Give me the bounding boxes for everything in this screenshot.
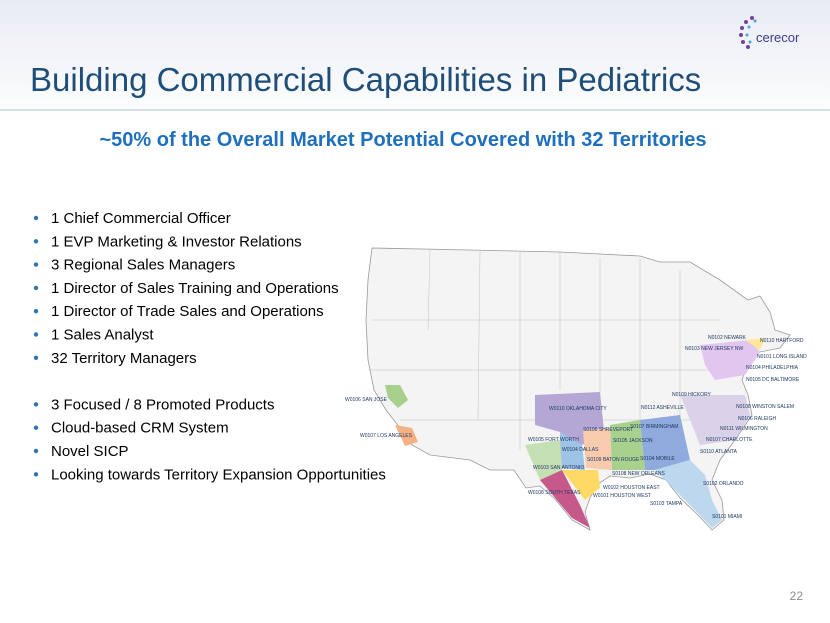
territory-label: N0106 RALEIGH (738, 416, 776, 422)
bullet-text: 1 EVP Marketing & Investor Relations (51, 233, 302, 250)
bullet-dot (33, 402, 39, 407)
bullet-dot (33, 355, 39, 360)
bullet-dot (33, 285, 39, 291)
territory-label: N0109 HICKORY (672, 392, 711, 398)
territory-label: S0110 ATLANTA (700, 449, 738, 455)
bullet-dot (33, 448, 39, 454)
bullet-dot (33, 239, 39, 244)
bullet-text: 1 Director of Sales Training and Operati… (51, 280, 339, 297)
territory-label: N0108 WINSTON SALEM (736, 404, 794, 410)
territory-label: S0107 BIRMINGHAM (630, 424, 678, 430)
territory-label: N0105 DC BALTIMORE (746, 377, 800, 383)
bullet-text: 3 Regional Sales Managers (51, 257, 235, 274)
bullet-text: 3 Focused / 8 Promoted Products (51, 396, 274, 413)
territory-label: N0103 NEW JERSEY NW (685, 346, 744, 352)
bullet-text: Looking towards Territory Expansion Oppo… (51, 466, 386, 483)
territory-label: S0104 MOBILE (640, 456, 675, 462)
subtitle: ~50% of the Overall Market Potential Cov… (99, 129, 706, 151)
territory-label: W0107 LOS ANGELES (360, 433, 413, 439)
territory-label: W0103 SAN ANTONIO (533, 465, 584, 471)
territory-label: W0102 HOUSTON EAST (603, 485, 660, 491)
bullet-dot (33, 309, 39, 314)
territory-label: N0111 WILMINGTON (720, 426, 768, 432)
bullet-text: Cloud-based CRM System (51, 420, 229, 437)
territory-label: N0104 PHILADELPHIA (746, 365, 799, 371)
bullet-text: 1 Sales Analyst (51, 327, 154, 344)
page-number: 22 (790, 589, 804, 603)
bullet-dot (33, 425, 39, 430)
territory-label: S0103 TAMPA (650, 501, 683, 507)
territory-label: N0107 CHARLOTTE (706, 437, 753, 443)
bullet-dot (33, 472, 39, 477)
bullet-dot (33, 332, 39, 337)
territory-label: N0101 LONG ISLAND (757, 354, 807, 360)
territory-label: N0112 ASHEVILLE (641, 405, 684, 411)
bullet-text: 1 Chief Commercial Officer (51, 210, 231, 227)
territory-label: W0106 SAN JOSE (345, 397, 388, 403)
territory-label: S0105 JACKSON (613, 438, 653, 444)
territory-label: S0106 SHREVEPORT (583, 427, 633, 433)
territory-label: W0104 DALLAS (562, 447, 599, 453)
territory-label: W0110 OKLAHOMA CITY (549, 406, 607, 412)
territory-labels: W0106 SAN JOSE W0107 LOS ANGELES N0102 N… (345, 335, 807, 520)
bullet-list: 1 Chief Commercial Officer 1 EVP Marketin… (33, 210, 386, 483)
territory-label: S0101 MIAMI (712, 514, 742, 520)
territory-label: W0105 FORT WORTH (528, 437, 579, 443)
logo-text: cerecor (756, 30, 800, 45)
bullet-dot (33, 262, 39, 267)
logo: cerecor (739, 16, 800, 49)
territory-label: S0102 ORLANDO (703, 481, 744, 487)
territory-label: N0110 HARTFORD (760, 338, 804, 344)
territory-label: W0101 HOUSTON WEST (593, 493, 651, 499)
territory-label: S0108 NEW ORLEANS (612, 471, 665, 477)
territory-label: W0108 SOUTH TEXAS (528, 490, 581, 496)
bullet-dot (33, 215, 39, 221)
bullet-text: 1 Director of Trade Sales and Operations (51, 303, 324, 320)
us-map (365, 247, 791, 531)
territory-label: S0109 BATON ROUGE (587, 457, 640, 463)
bullet-text: Novel SICP (51, 443, 129, 460)
territory-label: N0102 NEWARK (708, 335, 747, 341)
bullet-text: 32 Territory Managers (51, 350, 197, 367)
slide-title: Building Commercial Capabilities in Pedi… (30, 61, 701, 98)
